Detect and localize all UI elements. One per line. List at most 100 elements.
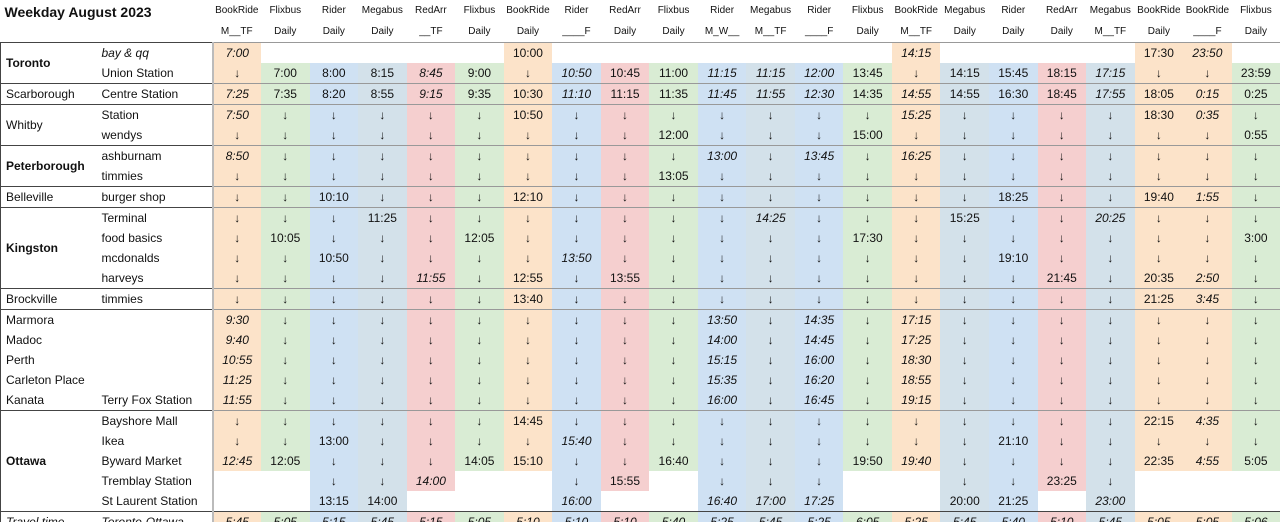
time-cell: ↓ (358, 166, 407, 187)
time-cell: ↓ (649, 390, 698, 411)
days: Daily (953, 26, 976, 37)
time-cell: ↓ (697, 248, 747, 268)
time-cell: ↓ (552, 166, 601, 187)
time-cell: 12:00 (649, 125, 698, 146)
time-cell: ↓ (406, 288, 456, 310)
time-cell: ↓ (261, 268, 310, 289)
time-cell: ↓ (406, 390, 456, 411)
time-cell: ↓ (261, 207, 310, 228)
stop-row: harveys ↓ ↓ ↓ ↓ 11:55 ↓ 12:55 ↓ 13:55 ↓ ↓ ↓ ↓ ↓ ↓ ↓ ↓ 21:4… (1, 268, 1280, 289)
time-cell: ↓ (649, 431, 698, 451)
time-cell: ↓ (212, 186, 262, 208)
time-cell: ↓ (358, 186, 407, 208)
time-cell: 20:00 (940, 491, 989, 512)
time-cell: 19:10 (989, 248, 1038, 268)
time-cell: ↓ (455, 125, 504, 146)
time-cell: ↓ (600, 228, 650, 248)
time-cell: ↓ (697, 431, 747, 451)
time-cell: ↓ (1037, 248, 1087, 268)
stop-row: Madoc 9:40 ↓ ↓ ↓ ↓ ↓ ↓ ↓ ↓ ↓ 14:00 ↓ 14:45 ↓ 17:25 ↓ ↓ ↓ ↓ ↓… (0, 330, 1280, 350)
time-cell: ↓ (794, 248, 844, 268)
time-cell: ↓ (552, 268, 601, 289)
time-cell: 8:15 (358, 63, 407, 84)
time-cell: ↓ (358, 145, 407, 166)
time-cell: ↓ (1086, 186, 1135, 208)
time-cell: ↓ (212, 166, 262, 187)
time-cell: ↓ (358, 410, 407, 431)
time-cell: ↓ (891, 268, 941, 289)
time-cell: ↓ (261, 104, 310, 125)
time-cell: ↓ (503, 248, 553, 268)
time-cell: ↓ (940, 228, 989, 248)
time-cell: ↓ (600, 451, 650, 471)
time-cell: ↓ (1183, 228, 1232, 248)
time-cell: ↓ (1086, 104, 1135, 125)
time-cell: 0:15 (1183, 83, 1232, 105)
time-cell: ↓ (600, 186, 650, 208)
time-cell: ↓ (1134, 390, 1184, 411)
time-cell: ↓ (1134, 309, 1184, 330)
time-cell: ↓ (697, 268, 747, 289)
time-cell: ↓ (1037, 145, 1087, 166)
time-cell: ↓ (1134, 431, 1184, 451)
days: ____F (1193, 26, 1222, 37)
time-cell: ↓ (891, 410, 941, 431)
stop-row: Scarborough Centre Station 7:25 7:35 8:20 8:5… (0, 83, 1280, 105)
time-cell: ↓ (1086, 431, 1135, 451)
time-cell: ↓ (649, 288, 698, 310)
time-cell (892, 491, 941, 512)
time-cell: ↓ (552, 288, 601, 310)
time-cell: 13:00 (697, 145, 747, 166)
operator: Flixbus (269, 5, 302, 16)
time-cell: ↓ (552, 104, 601, 125)
time-cell: ↓ (261, 350, 310, 370)
time-cell: ↓ (940, 125, 989, 146)
time-cell: 18:25 (989, 186, 1038, 208)
operator: Megabus (361, 5, 403, 16)
time-cell: 13:00 (309, 431, 359, 451)
stop: Terminal (97, 207, 214, 228)
time-cell: ↓ (989, 309, 1038, 330)
days: ____F (804, 26, 834, 37)
time-cell: 12:05 (261, 451, 310, 471)
time-cell: ↓ (891, 166, 941, 187)
time-cell (552, 42, 601, 63)
time-cell: 11:55 (212, 390, 262, 411)
footer-route: Toronto-Ottawa (97, 511, 214, 522)
time-cell: 17:30 (843, 228, 892, 248)
time-cell: ↓ (843, 431, 892, 451)
time-cell: ↓ (261, 410, 310, 431)
time-cell: 11:00 (649, 63, 698, 84)
time-cell: ↓ (1183, 207, 1232, 228)
time-cell: ↓ (1037, 431, 1087, 451)
time-cell: 10:10 (309, 186, 359, 208)
time-cell: 12:10 (503, 186, 553, 208)
time-cell: 12:05 (455, 228, 504, 248)
time-cell: 15:10 (503, 451, 553, 471)
time-cell: ↓ (455, 330, 504, 350)
stop: food basics (97, 228, 214, 248)
time-cell: ↓ (1134, 125, 1184, 146)
operator: Megabus (1089, 5, 1131, 16)
time-cell: ↓ (309, 410, 359, 431)
time-cell: ↓ (1037, 330, 1087, 350)
time-cell: ↓ (406, 166, 456, 187)
time-cell: ↓ (309, 330, 359, 350)
time-cell: ↓ (552, 125, 601, 146)
time-cell: ↓ (358, 350, 407, 370)
time-cell: ↓ (309, 145, 359, 166)
time-cell: 7:25 (212, 83, 262, 105)
time-cell (455, 471, 504, 491)
time-cell: ↓ (406, 145, 456, 166)
time-cell: ↓ (1183, 145, 1232, 166)
time-cell: 10:45 (600, 63, 650, 84)
time-cell: ↓ (697, 186, 747, 208)
time-cell: ↓ (309, 471, 359, 491)
time-cell: ↓ (1183, 63, 1232, 84)
time-cell (1086, 42, 1135, 63)
time-cell (213, 491, 262, 512)
time-cell: 15:00 (843, 125, 892, 146)
time-cell (455, 491, 504, 512)
time-cell: 11:10 (552, 83, 601, 105)
time-cell: ↓ (261, 145, 310, 166)
